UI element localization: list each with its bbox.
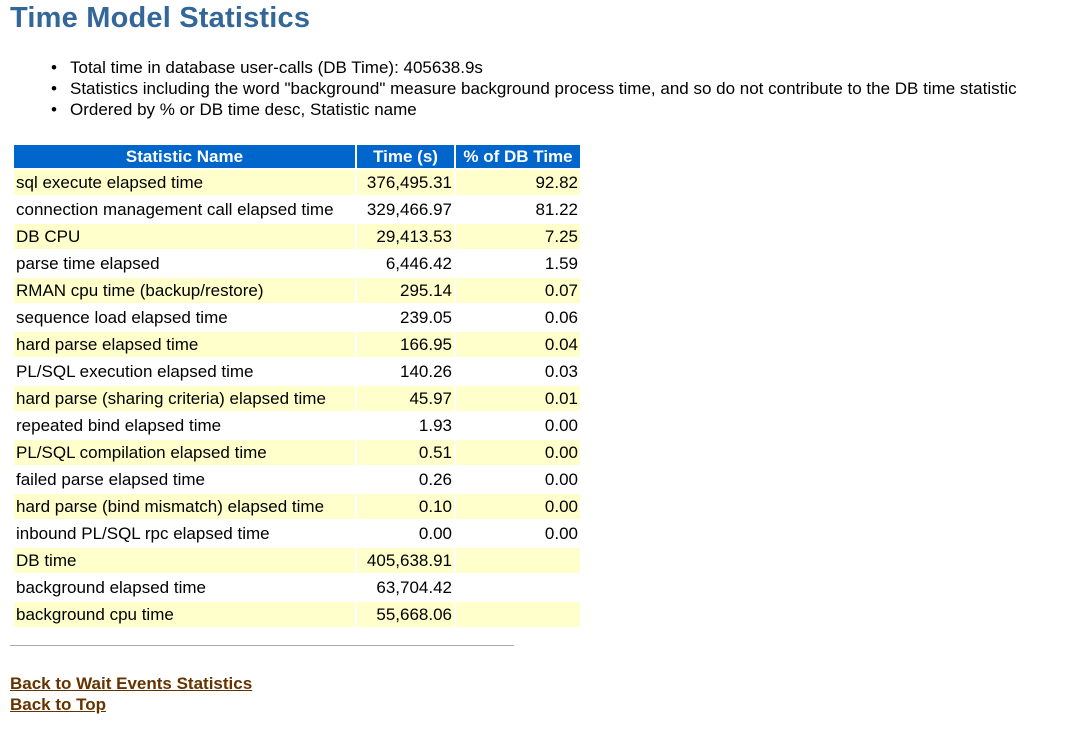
table-row: parse time elapsed 6,446.42 1.59 <box>14 251 580 276</box>
table-row: failed parse elapsed time 0.26 0.00 <box>14 467 580 492</box>
note-item: Statistics including the word "backgroun… <box>51 78 1017 99</box>
cell-statistic-name: sql execute elapsed time <box>14 170 355 195</box>
table-row: inbound PL/SQL rpc elapsed time 0.00 0.00 <box>14 521 580 546</box>
cell-pct-db-time: 0.00 <box>456 413 580 438</box>
cell-time: 63,704.42 <box>357 575 454 600</box>
cell-statistic-name: background cpu time <box>14 602 355 627</box>
cell-time: 29,413.53 <box>357 224 454 249</box>
cell-statistic-name: hard parse elapsed time <box>14 332 355 357</box>
cell-pct-db-time: 7.25 <box>456 224 580 249</box>
table-row: PL/SQL execution elapsed time 140.26 0.03 <box>14 359 580 384</box>
cell-time: 55,668.06 <box>357 602 454 627</box>
cell-time: 405,638.91 <box>357 548 454 573</box>
cell-statistic-name: failed parse elapsed time <box>14 467 355 492</box>
table-row: repeated bind elapsed time 1.93 0.00 <box>14 413 580 438</box>
column-header-statistic-name: Statistic Name <box>14 145 355 168</box>
cell-pct-db-time: 0.01 <box>456 386 580 411</box>
cell-statistic-name: DB CPU <box>14 224 355 249</box>
cell-pct-db-time: 0.07 <box>456 278 580 303</box>
table-row: RMAN cpu time (backup/restore) 295.14 0.07 <box>14 278 580 303</box>
divider <box>10 645 514 646</box>
cell-time: 140.26 <box>357 359 454 384</box>
cell-pct-db-time: 0.00 <box>456 440 580 465</box>
cell-statistic-name: background elapsed time <box>14 575 355 600</box>
cell-statistic-name: sequence load elapsed time <box>14 305 355 330</box>
time-model-table: Statistic Name Time (s) % of DB Time sql… <box>12 143 582 629</box>
cell-time: 239.05 <box>357 305 454 330</box>
table-row: hard parse (bind mismatch) elapsed time 0… <box>14 494 580 519</box>
cell-pct-db-time: 92.82 <box>456 170 580 195</box>
cell-time: 45.97 <box>357 386 454 411</box>
table-row: PL/SQL compilation elapsed time 0.51 0.00 <box>14 440 580 465</box>
table-row: DB CPU 29,413.53 7.25 <box>14 224 580 249</box>
cell-time: 6,446.42 <box>357 251 454 276</box>
table-row: sequence load elapsed time 239.05 0.06 <box>14 305 580 330</box>
table-row: sql execute elapsed time 376,495.31 92.82 <box>14 170 580 195</box>
cell-pct-db-time: 0.03 <box>456 359 580 384</box>
notes-list: Total time in database user-calls (DB Ti… <box>10 57 1017 120</box>
back-to-wait-events-link[interactable]: Back to Wait Events Statistics <box>10 674 253 693</box>
table-row: hard parse elapsed time 166.95 0.04 <box>14 332 580 357</box>
cell-time: 0.10 <box>357 494 454 519</box>
page-title: Time Model Statistics <box>10 2 311 34</box>
cell-pct-db-time <box>456 602 580 627</box>
table-row: connection management call elapsed time 3… <box>14 197 580 222</box>
cell-time: 166.95 <box>357 332 454 357</box>
cell-time: 1.93 <box>357 413 454 438</box>
note-item: Total time in database user-calls (DB Ti… <box>51 57 1017 78</box>
cell-pct-db-time <box>456 575 580 600</box>
cell-statistic-name: parse time elapsed <box>14 251 355 276</box>
cell-pct-db-time: 81.22 <box>456 197 580 222</box>
cell-pct-db-time: 0.00 <box>456 494 580 519</box>
back-to-top-link[interactable]: Back to Top <box>10 695 107 714</box>
cell-statistic-name: RMAN cpu time (backup/restore) <box>14 278 355 303</box>
cell-time: 0.00 <box>357 521 454 546</box>
cell-pct-db-time: 0.04 <box>456 332 580 357</box>
cell-statistic-name: hard parse (sharing criteria) elapsed ti… <box>14 386 355 411</box>
cell-statistic-name: PL/SQL compilation elapsed time <box>14 440 355 465</box>
column-header-pct-db-time: % of DB Time <box>456 145 580 168</box>
cell-time: 329,466.97 <box>357 197 454 222</box>
cell-statistic-name: inbound PL/SQL rpc elapsed time <box>14 521 355 546</box>
cell-time: 0.26 <box>357 467 454 492</box>
cell-pct-db-time <box>456 548 580 573</box>
note-item: Ordered by % or DB time desc, Statistic … <box>51 99 1017 120</box>
cell-statistic-name: PL/SQL execution elapsed time <box>14 359 355 384</box>
cell-time: 0.51 <box>357 440 454 465</box>
cell-pct-db-time: 0.00 <box>456 467 580 492</box>
cell-statistic-name: repeated bind elapsed time <box>14 413 355 438</box>
cell-pct-db-time: 0.00 <box>456 521 580 546</box>
cell-statistic-name: connection management call elapsed time <box>14 197 355 222</box>
cell-time: 295.14 <box>357 278 454 303</box>
table-row: background elapsed time 63,704.42 <box>14 575 580 600</box>
table-body: sql execute elapsed time 376,495.31 92.82 c… <box>14 170 580 627</box>
table-row: background cpu time 55,668.06 <box>14 602 580 627</box>
nav-links: Back to Wait Events Statistics Back to T… <box>10 673 252 715</box>
cell-pct-db-time: 1.59 <box>456 251 580 276</box>
table-row: DB time 405,638.91 <box>14 548 580 573</box>
column-header-time: Time (s) <box>357 145 454 168</box>
cell-statistic-name: DB time <box>14 548 355 573</box>
table-row: hard parse (sharing criteria) elapsed ti… <box>14 386 580 411</box>
table-header-row: Statistic Name Time (s) % of DB Time <box>14 145 580 168</box>
cell-statistic-name: hard parse (bind mismatch) elapsed time <box>14 494 355 519</box>
cell-pct-db-time: 0.06 <box>456 305 580 330</box>
cell-time: 376,495.31 <box>357 170 454 195</box>
